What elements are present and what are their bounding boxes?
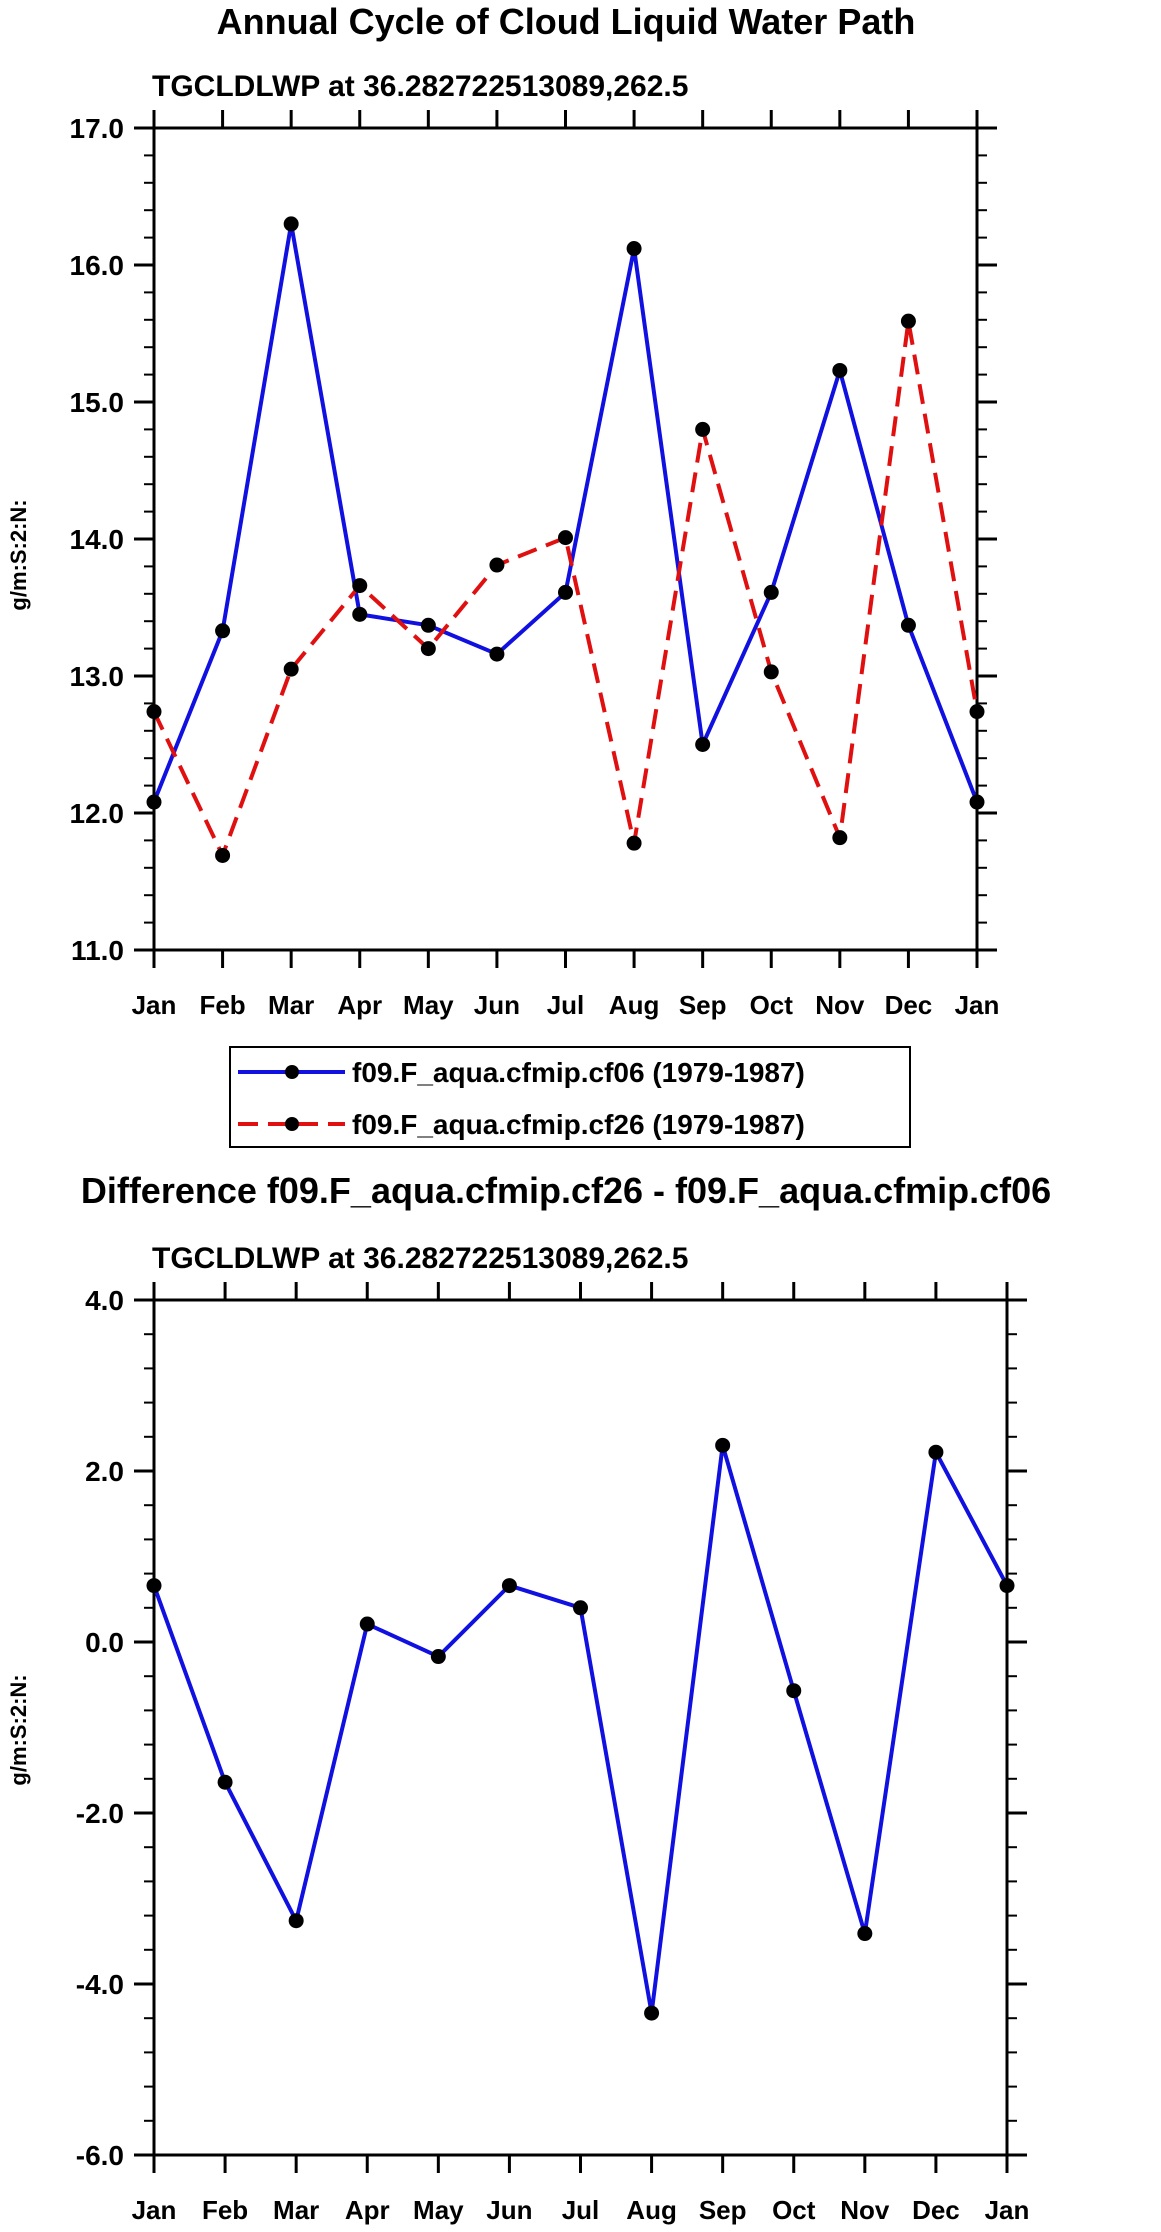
- legend-marker-series-1: [285, 1065, 299, 1079]
- x-tick-label: Aug: [609, 990, 660, 1020]
- y-tick-label: 16.0: [70, 250, 125, 281]
- series-2-point: [969, 704, 985, 720]
- y-tick-label: 13.0: [70, 661, 125, 692]
- series-1-point: [217, 1774, 233, 1790]
- legend-label-series-2: f09.F_aqua.cfmip.cf26 (1979-1987): [352, 1109, 805, 1140]
- x-tick-label: Sep: [699, 2195, 747, 2225]
- y-tick-label: 4.0: [85, 1285, 124, 1316]
- series-1-point: [430, 1649, 446, 1665]
- chart1-plot: 11.0 12.0 13.0 14.0 15.0 16.0 17.0 Jan Feb Mar Apr…: [70, 110, 1000, 1020]
- chart2-ylabel: g/m:S:2:N:: [6, 1674, 31, 1785]
- chart1-subtitle: TGCLDLWP at 36.282722513089,262.5: [152, 70, 688, 103]
- legend-label-series-1: f09.F_aqua.cfmip.cf06 (1979-1987): [352, 1057, 805, 1088]
- series-1-point: [832, 362, 848, 378]
- y-tick-label: 14.0: [70, 524, 125, 555]
- series-1-point: [501, 1578, 517, 1594]
- series-2-point: [420, 641, 436, 657]
- series-1-point: [763, 584, 779, 600]
- series-1-point: [928, 1444, 944, 1460]
- x-tick-label: Sep: [679, 990, 727, 1020]
- legend-box: [229, 1046, 911, 1148]
- chart1-title: Annual Cycle of Cloud Liquid Water Path: [217, 1, 916, 42]
- series-2-point: [146, 704, 162, 720]
- series-1-point: [900, 617, 916, 633]
- series-1-point: [999, 1578, 1015, 1594]
- series-1-point: [420, 617, 436, 633]
- y-tick-label: 0.0: [85, 1627, 124, 1658]
- chart2-title: Difference f09.F_aqua.cfmip.cf26 - f09.F…: [81, 1170, 1051, 1211]
- x-tick-label: Mar: [268, 990, 314, 1020]
- chart2-subtitle: TGCLDLWP at 36.282722513089,262.5: [152, 1242, 688, 1275]
- series-1-point: [359, 1616, 375, 1632]
- series-2-point: [215, 847, 231, 863]
- series-1-point: [146, 794, 162, 810]
- x-tick-label: Oct: [750, 990, 794, 1020]
- series-2-point: [352, 578, 368, 594]
- x-tick-label: Aug: [626, 2195, 677, 2225]
- series-2-point: [900, 313, 916, 329]
- x-tick-label: Mar: [273, 2195, 319, 2225]
- legend-marker-series-2: [285, 1117, 299, 1131]
- x-tick-label: Apr: [345, 2195, 390, 2225]
- x-tick-label: Dec: [885, 990, 933, 1020]
- x-tick-label: Dec: [912, 2195, 960, 2225]
- chart1-ylabel: g/m:S:2:N:: [6, 499, 31, 610]
- y-tick-label: 17.0: [70, 113, 125, 144]
- series-1-point: [857, 1926, 873, 1942]
- series-1-point: [489, 646, 505, 662]
- x-tick-label: Feb: [202, 2195, 248, 2225]
- y-tick-label: 15.0: [70, 387, 125, 418]
- series-1-point: [626, 241, 642, 257]
- y-tick-label: -2.0: [76, 1798, 124, 1829]
- series-1-point: [288, 1913, 304, 1929]
- x-tick-label: May: [403, 990, 454, 1020]
- x-tick-label: Jan: [132, 990, 177, 1020]
- y-tick-label: 11.0: [71, 935, 124, 966]
- series-1-point: [969, 794, 985, 810]
- series-1-point: [715, 1437, 731, 1453]
- series-1-point: [558, 584, 573, 600]
- series-2-point: [558, 530, 573, 546]
- series-1-line: [152, 1443, 1009, 2016]
- series-2-point: [763, 664, 779, 680]
- chart2-plot: -6.0 -4.0 -2.0 0.0 2.0 4.0 Jan Feb Mar Apr May Jun J…: [76, 1282, 1030, 2225]
- series-1-point: [573, 1600, 588, 1616]
- plot-frame: [152, 1298, 1009, 2157]
- series-1-point: [215, 623, 231, 639]
- series-1-point: [786, 1683, 802, 1699]
- series-2-point: [832, 830, 848, 846]
- x-tick-label: Apr: [337, 990, 382, 1020]
- x-tick-label: Jun: [486, 2195, 532, 2225]
- x-tick-label: Jan: [985, 2195, 1030, 2225]
- y-tick-label: -4.0: [76, 1969, 124, 2000]
- y-tick-label: 2.0: [85, 1456, 124, 1487]
- series-2-point: [283, 661, 299, 677]
- x-tick-label: Feb: [199, 990, 245, 1020]
- series-1-point: [283, 216, 299, 232]
- series-2-point: [626, 835, 642, 851]
- x-tick-label: Jul: [547, 990, 585, 1020]
- series-1-point: [644, 2005, 660, 2021]
- x-tick-label: Jun: [474, 990, 520, 1020]
- x-tick-label: May: [413, 2195, 464, 2225]
- series-1-line: [152, 221, 979, 803]
- series-2-point: [695, 421, 711, 437]
- series-1-point: [695, 737, 711, 752]
- y-tick-label: -6.0: [76, 2140, 124, 2171]
- series-1-point: [146, 1578, 162, 1594]
- x-tick-label: Jan: [955, 990, 1000, 1020]
- x-tick-label: Nov: [840, 2195, 890, 2225]
- series-1-point: [352, 606, 368, 622]
- x-tick-label: Jul: [562, 2195, 600, 2225]
- x-tick-label: Nov: [815, 990, 865, 1020]
- chart1-legend: f09.F_aqua.cfmip.cf06 (1979-1987) f09.F_…: [229, 1046, 911, 1148]
- series-2-point: [489, 557, 505, 573]
- x-tick-label: Jan: [132, 2195, 177, 2225]
- y-tick-label: 12.0: [70, 798, 125, 829]
- x-tick-label: Oct: [772, 2195, 816, 2225]
